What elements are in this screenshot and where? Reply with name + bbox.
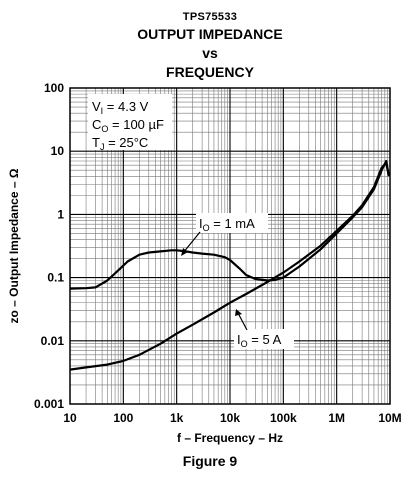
y-axis-label: zo – Output Impedance – Ω [7, 168, 21, 323]
arrow-5a-head [235, 309, 242, 316]
x-tick-label: 10M [378, 411, 401, 425]
y-tick-label: 1 [57, 207, 64, 221]
chart-title-line-2: vs [202, 45, 218, 61]
arrow-1ma [182, 231, 201, 254]
conditions-box [88, 94, 172, 150]
label-5a: IO = 5 A [237, 332, 282, 349]
x-tick-labels: 10 100 1k 10k 100k 1M 10M [63, 411, 401, 425]
x-tick-label: 1k [170, 411, 184, 425]
label-5a-bg [234, 329, 294, 349]
y-tick-label: 0.01 [41, 334, 65, 348]
series-layer [69, 159, 390, 371]
x-tick-label: 1M [328, 411, 345, 425]
chart-title-line-1: OUTPUT IMPEDANCE [137, 26, 283, 42]
series-line-1ma [69, 159, 390, 290]
x-axis-label: f – Frequency – Hz [177, 431, 283, 445]
condition-vi: VI = 4.3 V [92, 99, 149, 116]
series-line-5a [69, 161, 390, 371]
condition-co: CO = 100 µF [92, 117, 164, 134]
arrow-1ma-head [181, 248, 188, 256]
plot-frame [69, 87, 391, 405]
chart-title-line-3: FREQUENCY [166, 64, 254, 80]
part-number: TPS75533 [182, 11, 238, 23]
x-tick-label: 10 [63, 411, 77, 425]
x-tick-label: 100 [113, 411, 133, 425]
y-tick-label: 100 [44, 81, 64, 95]
y-tick-label: 0.001 [34, 397, 64, 411]
x-tick-label: 10k [220, 411, 240, 425]
arrow-5a [237, 312, 248, 331]
y-tick-labels: 0.001 0.01 0.1 1 10 100 [34, 81, 64, 411]
condition-tj: TJ = 25°C [92, 135, 148, 152]
y-tick-label: 10 [51, 144, 65, 158]
figure-caption: Figure 9 [182, 453, 238, 469]
label-1ma-bg [196, 213, 268, 233]
label-1ma: IO = 1 mA [199, 216, 255, 233]
y-tick-label: 0.1 [47, 271, 64, 285]
x-tick-label: 100k [270, 411, 297, 425]
